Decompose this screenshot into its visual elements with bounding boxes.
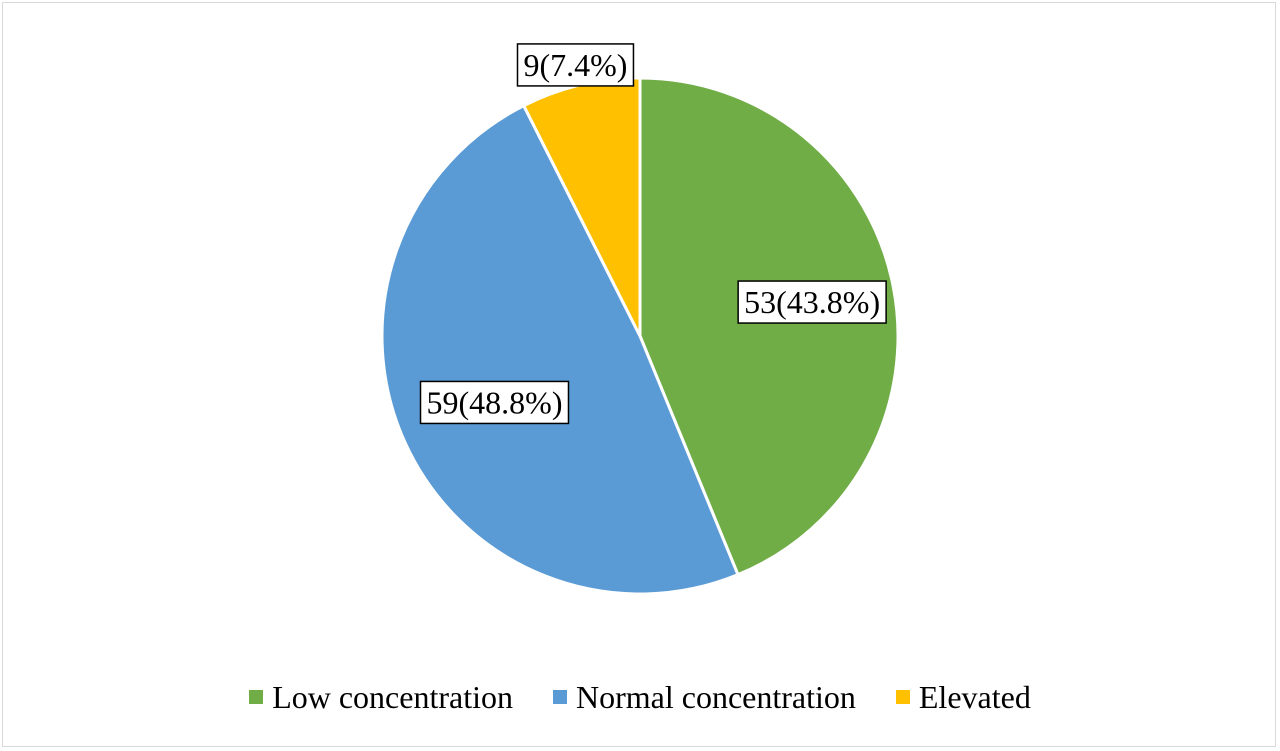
legend-label-normal-concentration: Normal concentration xyxy=(575,679,856,715)
legend-swatch-elevated xyxy=(895,690,910,704)
pie-slices xyxy=(380,76,900,596)
pie-data-labels: 53(43.8%) 59(48.8%) 9(7.4%) xyxy=(419,43,887,425)
pie-slice-low-concentration xyxy=(638,76,900,577)
legend-item-normal-concentration: Normal concentration xyxy=(552,677,856,717)
data-label-box-elevated xyxy=(516,43,635,87)
pie-slice-normal-concentration xyxy=(380,104,740,596)
data-label-text-normal-concentration: 59(48.8%) xyxy=(427,384,563,420)
legend-item-low-concentration: Low concentration xyxy=(249,677,513,717)
data-label-box-normal-concentration xyxy=(419,380,570,425)
data-label-elevated: 9(7.4%) xyxy=(516,43,635,87)
data-label-text-elevated: 9(7.4%) xyxy=(523,47,627,83)
legend-item-elevated: Elevated xyxy=(895,677,1031,717)
legend-label-elevated: Elevated xyxy=(918,679,1031,715)
data-label-box-low-concentration xyxy=(737,280,887,324)
data-label-low-concentration: 53(43.8%) xyxy=(737,280,887,324)
data-label-normal-concentration: 59(48.8%) xyxy=(419,380,570,425)
legend-swatch-low-concentration xyxy=(249,690,264,704)
legend: Low concentration Normal concentration E… xyxy=(0,677,1280,717)
legend-label-low-concentration: Low concentration xyxy=(272,679,513,715)
legend-swatch-normal-concentration xyxy=(552,690,567,704)
data-label-text-low-concentration: 53(43.8%) xyxy=(744,284,880,320)
